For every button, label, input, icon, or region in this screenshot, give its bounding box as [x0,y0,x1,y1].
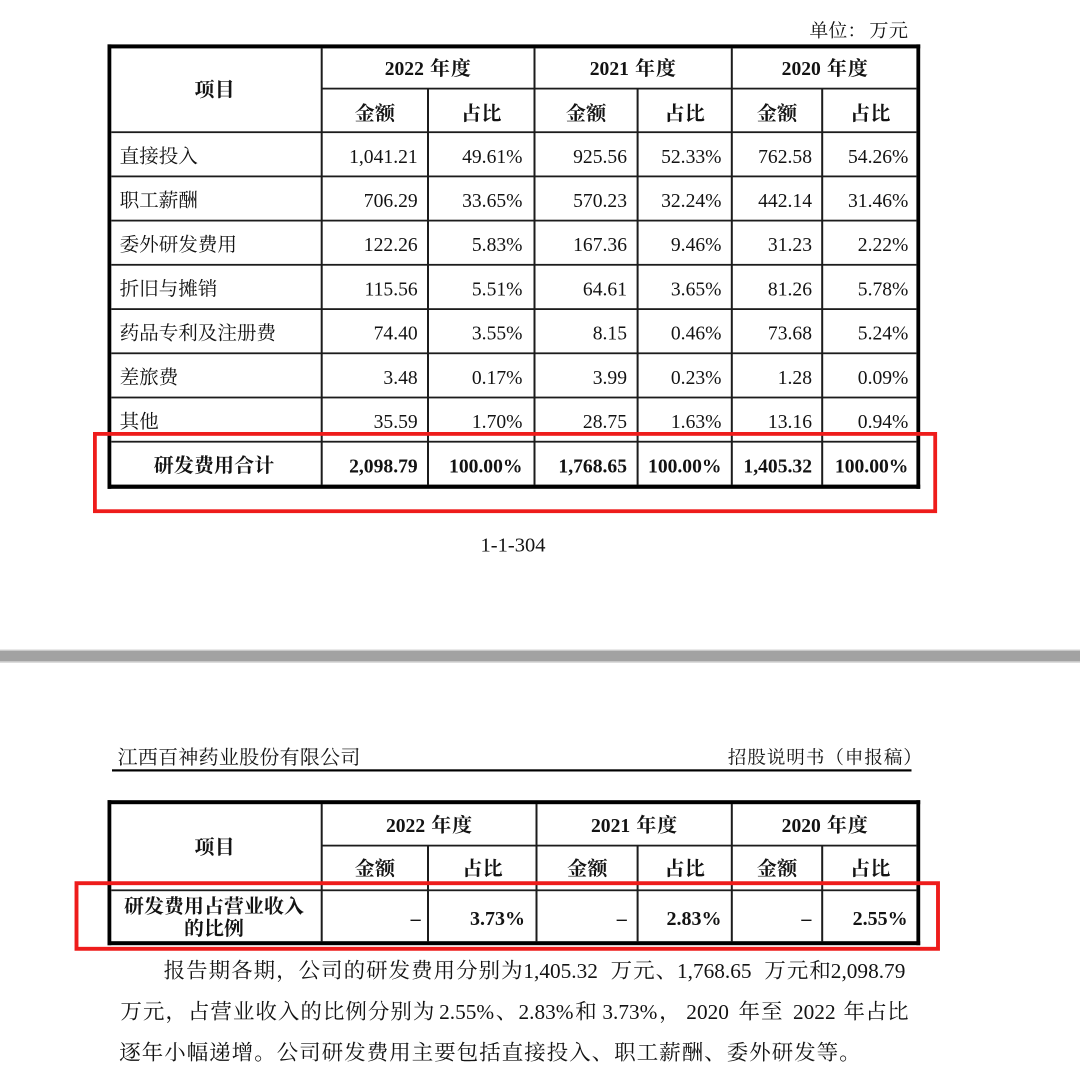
svg-text:5.24%: 5.24% [858,324,909,345]
svg-text:2.83%: 2.83% [667,908,722,930]
svg-text:115.56: 115.56 [365,279,418,300]
svg-text:2021: 2021 [591,816,630,837]
svg-text:35.59: 35.59 [374,412,418,433]
svg-text:0.94%: 0.94% [858,412,909,433]
svg-text:1.63%: 1.63% [671,412,722,433]
svg-text:–: – [800,908,812,930]
svg-text:2,098.79: 2,098.79 [831,959,906,983]
svg-text:1,405.32: 1,405.32 [523,959,598,983]
svg-text:13.16: 13.16 [768,412,812,433]
svg-text:3.65%: 3.65% [671,279,722,300]
svg-text:5.83%: 5.83% [472,235,523,256]
svg-text:570.23: 570.23 [573,191,627,212]
svg-text:1.28: 1.28 [778,368,812,389]
svg-text:73.68: 73.68 [768,324,812,345]
svg-text:52.33%: 52.33% [661,147,721,168]
svg-text:3.73%: 3.73% [470,908,525,930]
svg-text:–: – [410,908,422,930]
svg-text:3.99: 3.99 [593,368,627,389]
svg-text:100.00%: 100.00% [648,456,721,477]
svg-text:9.46%: 9.46% [671,235,722,256]
svg-text:0.23%: 0.23% [671,368,722,389]
svg-text:2020: 2020 [686,1000,729,1024]
svg-text:100.00%: 100.00% [449,456,522,477]
svg-text:64.61: 64.61 [583,279,627,300]
svg-text:2022: 2022 [385,59,424,80]
svg-text:925.56: 925.56 [573,147,627,168]
svg-text:2020: 2020 [782,59,821,80]
svg-text:74.40: 74.40 [374,324,418,345]
svg-text:2021: 2021 [590,59,629,80]
svg-text:167.36: 167.36 [573,235,627,256]
svg-text:1.70%: 1.70% [472,412,523,433]
svg-text:706.29: 706.29 [364,191,418,212]
svg-text:1,768.65: 1,768.65 [677,959,752,983]
svg-text:28.75: 28.75 [583,412,627,433]
svg-text:1,041.21: 1,041.21 [349,147,418,168]
svg-text:100.00%: 100.00% [835,456,908,477]
svg-text:8.15: 8.15 [593,324,627,345]
svg-text:54.26%: 54.26% [848,147,908,168]
svg-text:33.65%: 33.65% [462,191,522,212]
svg-text:3.55%: 3.55% [472,324,523,345]
svg-text:3.48: 3.48 [383,368,417,389]
svg-text:2022: 2022 [386,816,425,837]
svg-text:2.55%: 2.55% [853,908,908,930]
svg-text:31.46%: 31.46% [848,191,908,212]
svg-text:1,405.32: 1,405.32 [743,456,812,477]
svg-text:1,768.65: 1,768.65 [558,456,627,477]
svg-text:1-1-304: 1-1-304 [481,535,546,557]
svg-text:32.24%: 32.24% [661,191,721,212]
svg-text:0.09%: 0.09% [858,368,909,389]
svg-text:442.14: 442.14 [758,191,812,212]
svg-text:49.61%: 49.61% [462,147,522,168]
svg-text:–: – [616,908,628,930]
svg-text:2.83%: 2.83% [519,1000,574,1024]
svg-text:31.23: 31.23 [768,235,812,256]
svg-text:2.22%: 2.22% [858,235,909,256]
svg-text:2022: 2022 [793,1000,836,1024]
svg-text:0.17%: 0.17% [472,368,523,389]
svg-text:762.58: 762.58 [758,147,812,168]
svg-text:122.26: 122.26 [364,235,418,256]
svg-text:5.78%: 5.78% [858,279,909,300]
svg-text:2.55%: 2.55% [439,1000,494,1024]
svg-text:3.73%: 3.73% [602,1000,657,1024]
svg-text:2,098.79: 2,098.79 [349,456,418,477]
svg-text:2020: 2020 [782,816,821,837]
svg-text:81.26: 81.26 [768,279,812,300]
svg-text:5.51%: 5.51% [472,279,523,300]
svg-text:0.46%: 0.46% [671,324,722,345]
